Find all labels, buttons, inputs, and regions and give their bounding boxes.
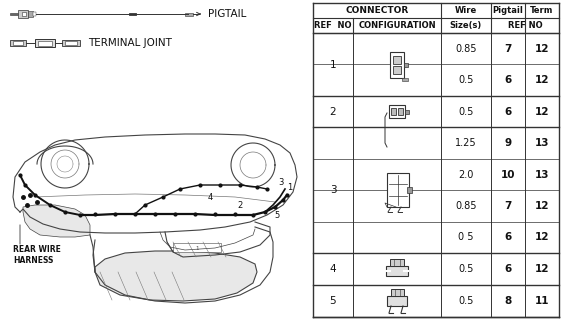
Text: TERMINAL JOINT: TERMINAL JOINT [88, 38, 172, 48]
Text: 6: 6 [504, 75, 511, 85]
Text: REF  NO: REF NO [314, 21, 352, 30]
Text: 0.5: 0.5 [459, 75, 474, 85]
Bar [391, 289, 404, 296]
Text: 9: 9 [505, 138, 511, 148]
Bar [390, 259, 404, 266]
Text: 3: 3 [330, 185, 336, 195]
Bar [65, 41, 77, 45]
Text: 0 5: 0 5 [458, 233, 474, 243]
Text: 6: 6 [504, 233, 511, 243]
Text: 12: 12 [535, 201, 549, 211]
Bar [185, 12, 193, 15]
Text: PIGTAIL: PIGTAIL [208, 9, 246, 19]
Text: 2.0: 2.0 [459, 170, 474, 180]
Polygon shape [23, 205, 90, 237]
Text: 13: 13 [535, 138, 549, 148]
Text: Term: Term [531, 6, 554, 15]
Bar [10, 13, 18, 15]
Text: 1.25: 1.25 [455, 138, 477, 148]
Text: Pigtail: Pigtail [492, 6, 523, 15]
Polygon shape [95, 251, 257, 301]
Text: 1: 1 [195, 245, 199, 251]
Text: 6: 6 [504, 264, 511, 274]
Bar [35, 39, 55, 47]
Text: 3: 3 [278, 178, 284, 187]
Bar [407, 187, 412, 193]
Text: REAR WIRE
HARNESS: REAR WIRE HARNESS [13, 245, 61, 265]
Text: 1: 1 [330, 60, 336, 69]
Text: 8: 8 [504, 296, 511, 306]
Text: 4: 4 [330, 264, 336, 274]
Bar [387, 296, 407, 306]
Text: 11: 11 [535, 296, 549, 306]
Bar [33, 12, 36, 16]
Text: Wire: Wire [455, 6, 477, 15]
Bar [386, 266, 408, 276]
Text: 0.85: 0.85 [455, 201, 477, 211]
Text: 10: 10 [501, 170, 515, 180]
Bar [18, 10, 28, 18]
Text: CONNECTOR: CONNECTOR [346, 6, 409, 15]
Text: 5: 5 [330, 296, 336, 306]
Text: 12: 12 [535, 264, 549, 274]
Text: 5: 5 [274, 211, 280, 220]
Text: 1: 1 [287, 182, 293, 191]
Text: 0.5: 0.5 [459, 107, 474, 116]
Bar [389, 105, 405, 118]
Text: 12: 12 [535, 75, 549, 85]
Bar [38, 41, 52, 45]
Text: 2: 2 [330, 107, 336, 116]
Text: 0.5: 0.5 [459, 296, 474, 306]
Text: 2: 2 [237, 201, 243, 210]
Bar [404, 62, 408, 67]
Text: 12: 12 [535, 44, 549, 53]
Text: 12: 12 [535, 107, 549, 116]
Text: 7: 7 [504, 44, 511, 53]
Bar [10, 40, 26, 46]
Text: 6: 6 [504, 107, 511, 116]
Bar [402, 77, 408, 81]
Bar [393, 66, 401, 74]
Bar [393, 55, 401, 63]
Text: 4: 4 [207, 193, 212, 202]
Bar [13, 41, 23, 45]
Text: REF NO: REF NO [507, 21, 542, 30]
Bar [28, 11, 33, 17]
Bar [387, 173, 409, 207]
Bar [405, 109, 409, 114]
Text: Size(s): Size(s) [450, 21, 482, 30]
Text: 12: 12 [535, 233, 549, 243]
Bar [22, 12, 26, 16]
Text: 0.85: 0.85 [455, 44, 477, 53]
Bar [390, 52, 404, 77]
Bar [398, 108, 403, 115]
Text: 13: 13 [535, 170, 549, 180]
Text: CONFIGURATION: CONFIGURATION [358, 21, 436, 30]
Text: 0.5: 0.5 [459, 264, 474, 274]
Bar [391, 108, 396, 115]
Bar [173, 243, 221, 252]
Text: 7: 7 [504, 201, 511, 211]
Bar [62, 40, 80, 46]
